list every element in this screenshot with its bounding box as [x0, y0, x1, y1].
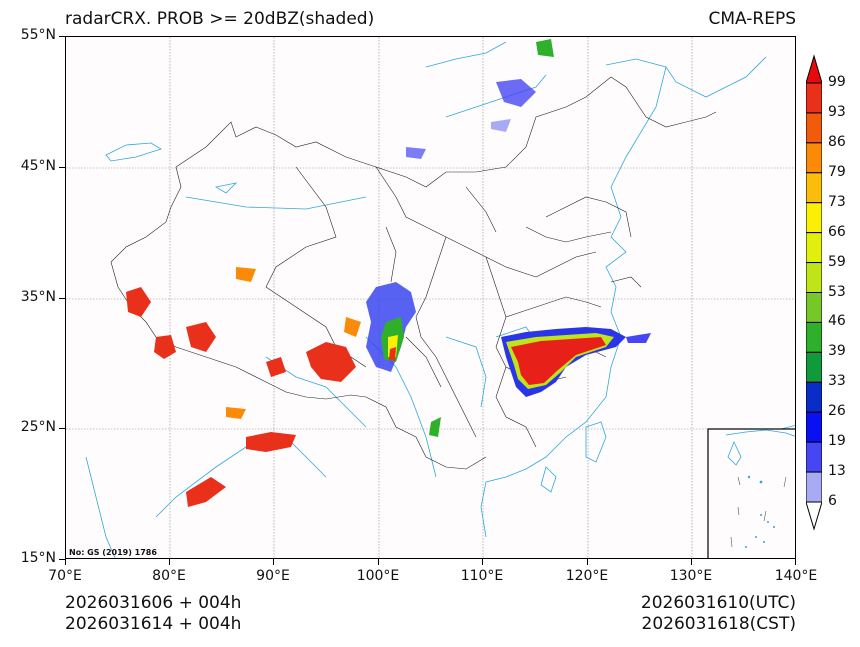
model-name: CMA-REPS: [708, 9, 796, 29]
x-tick: [691, 559, 692, 565]
lat-label-55: 55°N: [20, 27, 56, 43]
colorbar-segment: [806, 112, 822, 144]
x-tick: [273, 559, 274, 565]
colorbar-label: 59: [828, 253, 846, 270]
x-tick: [378, 559, 379, 565]
valid-time-cst: 2026031618(CST): [641, 614, 796, 634]
colorbar-segment: [806, 232, 822, 264]
x-tick: [65, 559, 66, 565]
lon-label-140: 140°E: [774, 568, 818, 584]
colorbar-segment: [806, 262, 822, 293]
colorbar-segment: [806, 411, 822, 443]
colorbar-label: 26: [828, 403, 846, 420]
colorbar-label: 33: [828, 373, 846, 390]
y-tick: [59, 36, 65, 37]
init-time-utc: 2026031606 + 004h: [65, 593, 242, 613]
colorbar-segment: [806, 471, 822, 503]
colorbar-label: 73: [828, 193, 846, 210]
colorbar-segment: [806, 441, 822, 473]
lon-label-90: 90°E: [256, 568, 290, 584]
colorbar-label: 99: [828, 74, 846, 90]
y-tick: [59, 559, 65, 560]
y-tick: [59, 428, 65, 429]
lat-label-25: 25°N: [20, 419, 56, 435]
lon-label-70: 70°E: [48, 568, 82, 584]
lon-label-120: 120°E: [565, 568, 609, 584]
colorbar-segment: [806, 142, 822, 174]
lat-label-35: 35°N: [20, 289, 56, 305]
map-panel: [65, 36, 796, 559]
x-tick: [482, 559, 483, 565]
x-tick: [795, 559, 796, 565]
probability-shading: [126, 39, 651, 507]
y-tick: [59, 298, 65, 299]
gridlines: [66, 37, 795, 558]
valid-time-utc: 2026031610(UTC): [640, 593, 796, 613]
lon-label-100: 100°E: [356, 568, 400, 584]
colorbar-label: 79: [828, 163, 846, 180]
lat-label-15: 15°N: [20, 550, 56, 566]
init-time-cst: 2026031614 + 004h: [65, 614, 242, 634]
colorbar-label: 53: [828, 283, 846, 300]
colorbar-segment: [806, 381, 822, 413]
coastlines: [85, 41, 795, 558]
map-canvas: [66, 37, 795, 558]
colorbar-label: 46: [828, 313, 846, 330]
lon-label-130: 130°E: [669, 568, 713, 584]
x-tick: [169, 559, 170, 565]
colorbar-segment: [806, 292, 822, 323]
colorbar-segment: [806, 351, 822, 383]
x-tick: [587, 559, 588, 565]
y-tick: [59, 167, 65, 168]
colorbar-label: 6: [828, 493, 837, 509]
colorbar-label: 19: [828, 433, 846, 450]
map-approval-number: No: GS (2019) 1786: [69, 548, 157, 557]
lat-label-45: 45°N: [20, 158, 56, 174]
colorbar-label: 86: [828, 133, 846, 150]
south-china-sea-inset: [707, 428, 795, 558]
colorbar-label: 66: [828, 223, 846, 240]
colorbar-segment: [806, 321, 822, 353]
colorbar-segment: [806, 172, 822, 204]
lon-label-80: 80°E: [152, 568, 186, 584]
colorbar-segment: [806, 82, 822, 114]
colorbar-label: 13: [828, 463, 846, 480]
colorbar-label: 93: [828, 103, 846, 120]
chart-title: radarCRX. PROB >= 20dBZ(shaded): [65, 9, 375, 29]
boundaries: [110, 76, 717, 470]
colorbar: [806, 54, 822, 531]
lon-label-110: 110°E: [460, 568, 504, 584]
colorbar-segment: [806, 202, 822, 234]
colorbar-label: 39: [828, 343, 846, 360]
